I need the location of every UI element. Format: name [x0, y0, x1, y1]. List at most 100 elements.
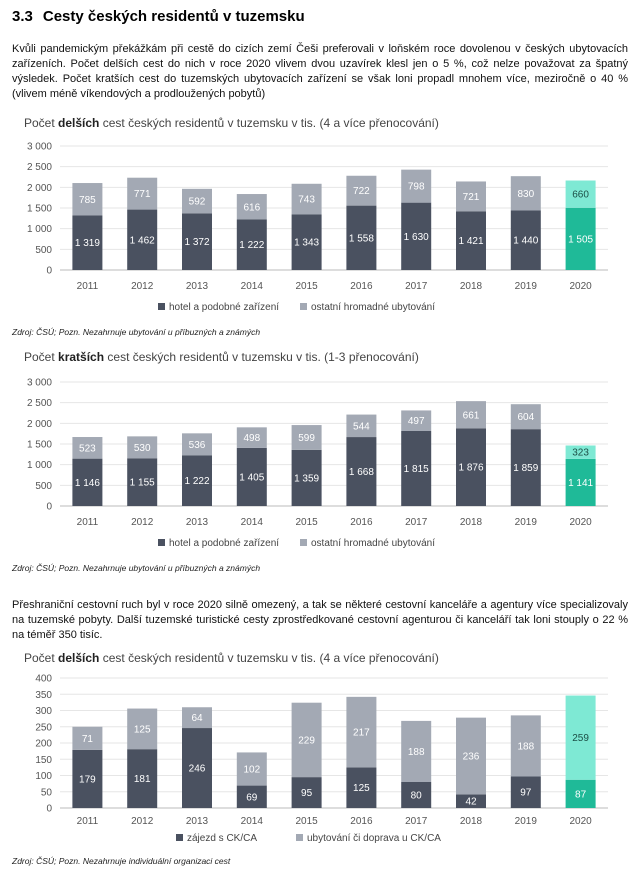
bar-value-label: 95 — [301, 788, 313, 799]
x-tick-label: 2020 — [569, 816, 592, 827]
bar-segment-ubytov-n-i-doprava-u-ck-ca — [456, 717, 486, 795]
chart-title-2: Počet kratších cest českých residentů v … — [24, 350, 419, 364]
x-tick-label: 2014 — [241, 281, 264, 292]
bar-value-label: 523 — [79, 443, 96, 454]
bar-segment-hotel-a-podobn-za-zen- — [510, 429, 541, 506]
bar-segment-ostatn-hromadn-ubytov-n- — [346, 414, 377, 438]
bar-value-label: 660 — [572, 190, 589, 201]
bar-segment-hotel-a-podobn-za-zen- — [291, 214, 322, 270]
bar-value-label: 1 440 — [513, 236, 538, 247]
y-tick-label: 2 500 — [27, 398, 52, 409]
agency-paragraph: Přeshraniční cestovní ruch byl v roce 20… — [12, 599, 628, 641]
legend-swatch — [300, 539, 307, 546]
x-tick-label: 2014 — [241, 816, 264, 827]
bar-value-label: 1 815 — [404, 464, 429, 475]
bar-segment-ostatn-hromadn-ubytov-n- — [72, 437, 103, 459]
bar-segment-ostatn-hromadn-ubytov-n- — [565, 445, 596, 459]
chart-title-3: Počet delších cest českých residentů v t… — [24, 651, 439, 665]
bar-value-label: 323 — [572, 448, 589, 459]
bar-value-label: 1 558 — [349, 233, 374, 244]
y-tick-label: 2 500 — [27, 162, 52, 173]
bar-segment-hotel-a-podobn-za-zen- — [565, 207, 596, 270]
x-tick-label: 2013 — [186, 281, 209, 292]
bar-value-label: 71 — [82, 734, 94, 745]
chart-agency-trips: 0 50 100 150 200 250 300 350 400 179 71 2011 181 125 2… — [35, 674, 608, 844]
x-tick-label: 2012 — [131, 517, 154, 528]
y-tick-label: 1 000 — [27, 224, 52, 235]
y-tick-label: 3 000 — [27, 378, 52, 389]
bar-segment-z-jezd-s-ck-ca — [346, 767, 377, 808]
legend-label: ubytování či doprava u CK/CA — [307, 833, 441, 844]
bar-segment-ubytov-n-i-doprava-u-ck-ca — [236, 752, 267, 786]
bar-value-label: 64 — [191, 713, 203, 724]
bar-value-label: 1 222 — [239, 240, 264, 251]
section-heading: 3.3 Cesty českých residentů v tuzemsku — [12, 8, 305, 25]
bar-value-label: 1 141 — [568, 478, 593, 489]
bar-segment-z-jezd-s-ck-ca — [127, 749, 158, 808]
bar-value-label: 721 — [463, 192, 480, 203]
intro-paragraph: Kvůli pandemickým překážkám při cestě do… — [12, 43, 628, 100]
bar-segment-ostatn-hromadn-ubytov-n- — [127, 177, 158, 210]
bar-segment-ubytov-n-i-doprava-u-ck-ca — [401, 720, 432, 782]
y-tick-label: 250 — [35, 722, 52, 733]
chart-title-2-bold: kratších — [58, 350, 105, 364]
bar-value-label: 1 859 — [513, 463, 538, 474]
chart-title-1-bold: delších — [58, 116, 100, 130]
bar-value-label: 80 — [411, 791, 423, 802]
bar-segment-ostatn-hromadn-ubytov-n- — [72, 183, 103, 216]
x-tick-label: 2019 — [515, 816, 538, 827]
bar-value-label: 1 372 — [184, 237, 209, 248]
bar-value-label: 125 — [134, 724, 151, 735]
bar-value-label: 87 — [575, 789, 587, 800]
y-tick-label: 500 — [35, 245, 52, 256]
bar-value-label: 217 — [353, 728, 370, 739]
bar-segment-z-jezd-s-ck-ca — [510, 776, 541, 808]
bar-value-label: 1 359 — [294, 473, 319, 484]
bar-segment-hotel-a-podobn-za-zen- — [565, 458, 596, 506]
y-tick-label: 100 — [35, 771, 52, 782]
bar-value-label: 771 — [134, 189, 151, 200]
x-tick-label: 2018 — [460, 816, 483, 827]
bar-segment-z-jezd-s-ck-ca — [182, 728, 212, 808]
bar-segment-ostatn-hromadn-ubytov-n- — [182, 433, 212, 456]
bar-value-label: 743 — [298, 195, 315, 206]
bar-segment-z-jezd-s-ck-ca — [72, 749, 103, 808]
x-tick-label: 2017 — [405, 517, 428, 528]
x-tick-label: 2013 — [186, 816, 209, 827]
chart-title-3-post: cest českých residentů v tuzemsku v tis.… — [99, 651, 439, 665]
legend-label: hotel a podobné zařízení — [169, 302, 279, 313]
bar-value-label: 1 155 — [130, 478, 155, 489]
bar-value-label: 69 — [246, 792, 258, 803]
chart-source-2: Zdroj: ČSÚ; Pozn. Nezahrnuje ubytování u… — [12, 563, 261, 573]
x-tick-label: 2015 — [295, 281, 318, 292]
bar-segment-ostatn-hromadn-ubytov-n- — [236, 194, 267, 220]
x-tick-label: 2015 — [295, 816, 318, 827]
bar-segment-ubytov-n-i-doprava-u-ck-ca — [291, 702, 322, 778]
bar-value-label: 97 — [520, 788, 532, 799]
bar-value-label: 236 — [463, 752, 480, 763]
legend-swatch — [296, 834, 303, 841]
bar-value-label: 785 — [79, 195, 96, 206]
bar-value-label: 259 — [572, 733, 589, 744]
bar-segment-hotel-a-podobn-za-zen- — [72, 215, 103, 270]
chart-title-3-bold: delších — [58, 651, 100, 665]
x-tick-label: 2012 — [131, 281, 154, 292]
bar-segment-hotel-a-podobn-za-zen- — [456, 428, 486, 506]
bar-value-label: 1 462 — [130, 235, 155, 246]
chart-title-2-post: cest českých residentů v tuzemsku v tis.… — [104, 350, 419, 364]
bar-segment-hotel-a-podobn-za-zen- — [236, 447, 267, 506]
legend-swatch — [176, 834, 183, 841]
x-tick-label: 2014 — [241, 517, 264, 528]
bar-segment-hotel-a-podobn-za-zen- — [72, 458, 103, 506]
bar-segment-hotel-a-podobn-za-zen- — [182, 213, 212, 270]
bar-value-label: 530 — [134, 443, 151, 454]
y-tick-label: 350 — [35, 690, 52, 701]
bar-segment-hotel-a-podobn-za-zen- — [346, 205, 377, 270]
y-tick-label: 150 — [35, 755, 52, 766]
bar-segment-ostatn-hromadn-ubytov-n- — [291, 183, 322, 215]
bar-segment-hotel-a-podobn-za-zen- — [236, 219, 267, 270]
bar-value-label: 497 — [408, 416, 425, 427]
bar-value-label: 1 876 — [458, 463, 483, 474]
y-tick-label: 1 500 — [27, 204, 52, 215]
